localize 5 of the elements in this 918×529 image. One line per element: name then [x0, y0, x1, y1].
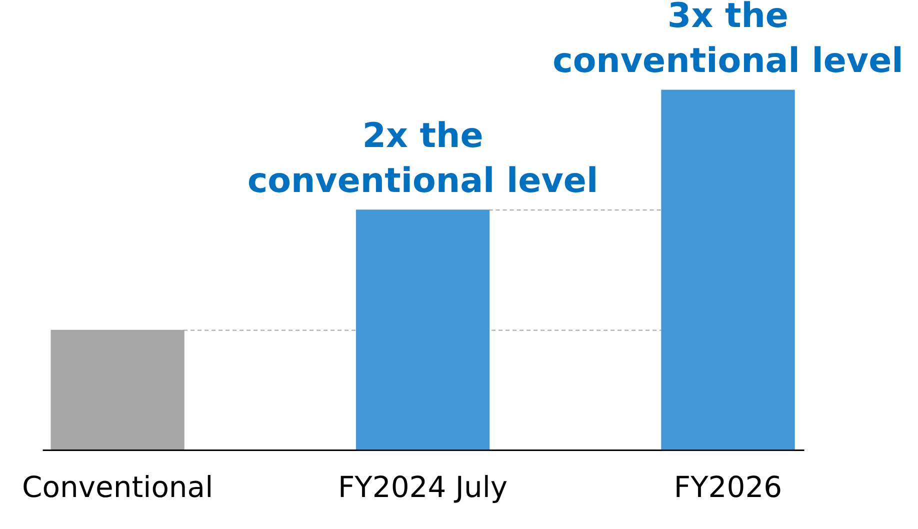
annotation: 2x the conventional level	[247, 116, 598, 201]
x-tick-label: FY2024 July	[338, 470, 508, 504]
x-tick-label: FY2026	[674, 470, 782, 504]
annotation: 3x the conventional level	[552, 0, 904, 82]
x-tick-label: Conventional	[22, 470, 214, 504]
